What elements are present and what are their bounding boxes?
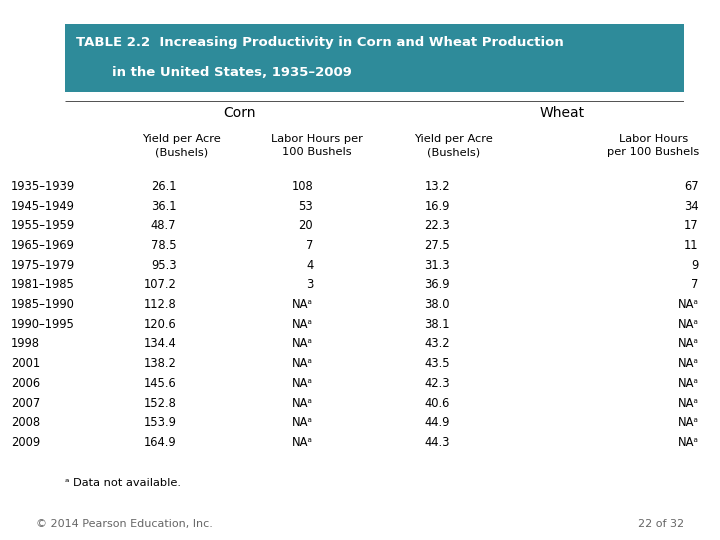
Text: 1981–1985: 1981–1985 <box>11 278 75 292</box>
Text: 38.1: 38.1 <box>425 318 450 331</box>
Text: 42.3: 42.3 <box>424 377 450 390</box>
Text: 34: 34 <box>684 199 698 213</box>
Text: 38.0: 38.0 <box>425 298 450 311</box>
Text: 16.9: 16.9 <box>425 199 450 213</box>
Text: NAᵃ: NAᵃ <box>678 298 698 311</box>
Text: 1975–1979: 1975–1979 <box>11 259 75 272</box>
Text: 67: 67 <box>684 180 698 193</box>
Text: 13.2: 13.2 <box>424 180 450 193</box>
Text: 31.3: 31.3 <box>424 259 450 272</box>
Text: 7: 7 <box>306 239 313 252</box>
Text: 134.4: 134.4 <box>144 338 176 350</box>
Text: 11: 11 <box>684 239 698 252</box>
Text: © 2014 Pearson Education, Inc.: © 2014 Pearson Education, Inc. <box>36 519 213 529</box>
Text: 2001: 2001 <box>11 357 40 370</box>
Text: 4: 4 <box>306 259 313 272</box>
Text: 36.1: 36.1 <box>151 199 176 213</box>
Text: 145.6: 145.6 <box>144 377 176 390</box>
Text: 95.3: 95.3 <box>150 259 176 272</box>
Text: 22 of 32: 22 of 32 <box>638 519 684 529</box>
Text: NAᵃ: NAᵃ <box>678 436 698 449</box>
Text: 138.2: 138.2 <box>143 357 176 370</box>
Text: 43.5: 43.5 <box>424 357 450 370</box>
Text: 40.6: 40.6 <box>425 396 450 410</box>
Text: Wheat: Wheat <box>539 106 584 120</box>
Text: 1955–1959: 1955–1959 <box>11 219 75 232</box>
Text: Labor Hours
per 100 Bushels: Labor Hours per 100 Bushels <box>607 134 700 157</box>
Text: NAᵃ: NAᵃ <box>678 318 698 331</box>
Text: 53: 53 <box>299 199 313 213</box>
Text: 20: 20 <box>299 219 313 232</box>
Text: Corn: Corn <box>223 106 256 120</box>
Text: NAᵃ: NAᵃ <box>678 377 698 390</box>
Text: 153.9: 153.9 <box>143 416 176 429</box>
Text: 1998: 1998 <box>11 338 40 350</box>
Text: NAᵃ: NAᵃ <box>292 338 313 350</box>
Text: 1985–1990: 1985–1990 <box>11 298 75 311</box>
Text: NAᵃ: NAᵃ <box>678 357 698 370</box>
Text: 26.1: 26.1 <box>151 180 176 193</box>
Text: NAᵃ: NAᵃ <box>678 338 698 350</box>
Text: 2008: 2008 <box>11 416 40 429</box>
Text: 1965–1969: 1965–1969 <box>11 239 75 252</box>
Text: 107.2: 107.2 <box>143 278 176 292</box>
Text: TABLE 2.2  Increasing Productivity in Corn and Wheat Production: TABLE 2.2 Increasing Productivity in Cor… <box>76 36 563 50</box>
Text: 22.3: 22.3 <box>424 219 450 232</box>
Text: 44.9: 44.9 <box>425 416 450 429</box>
Text: 7: 7 <box>691 278 698 292</box>
Text: 43.2: 43.2 <box>424 338 450 350</box>
Text: 78.5: 78.5 <box>150 239 176 252</box>
Text: 9: 9 <box>691 259 698 272</box>
Text: 1990–1995: 1990–1995 <box>11 318 75 331</box>
Text: 120.6: 120.6 <box>144 318 176 331</box>
Text: 1935–1939: 1935–1939 <box>11 180 75 193</box>
Text: NAᵃ: NAᵃ <box>292 436 313 449</box>
Text: in the United States, 1935–2009: in the United States, 1935–2009 <box>112 65 351 79</box>
Text: NAᵃ: NAᵃ <box>292 318 313 331</box>
Text: NAᵃ: NAᵃ <box>292 416 313 429</box>
Text: 2009: 2009 <box>11 436 40 449</box>
Text: 152.8: 152.8 <box>143 396 176 410</box>
Text: 3: 3 <box>306 278 313 292</box>
Text: 2006: 2006 <box>11 377 40 390</box>
Text: NAᵃ: NAᵃ <box>292 357 313 370</box>
Text: NAᵃ: NAᵃ <box>292 298 313 311</box>
Text: NAᵃ: NAᵃ <box>292 377 313 390</box>
Text: 2007: 2007 <box>11 396 40 410</box>
Text: 44.3: 44.3 <box>425 436 450 449</box>
Text: 1945–1949: 1945–1949 <box>11 199 75 213</box>
Text: Yield per Acre
(Bushels): Yield per Acre (Bushels) <box>143 134 221 157</box>
Text: 36.9: 36.9 <box>425 278 450 292</box>
Text: 164.9: 164.9 <box>144 436 176 449</box>
Text: NAᵃ: NAᵃ <box>292 396 313 410</box>
Text: 27.5: 27.5 <box>424 239 450 252</box>
Text: 108: 108 <box>292 180 313 193</box>
Text: Yield per Acre
(Bushels): Yield per Acre (Bushels) <box>414 134 493 157</box>
Text: Labor Hours per
100 Bushels: Labor Hours per 100 Bushels <box>271 134 363 157</box>
Text: NAᵃ: NAᵃ <box>678 416 698 429</box>
Text: 48.7: 48.7 <box>151 219 176 232</box>
Text: 112.8: 112.8 <box>144 298 176 311</box>
Text: ᵃ Data not available.: ᵃ Data not available. <box>65 478 181 489</box>
Text: 17: 17 <box>684 219 698 232</box>
Text: NAᵃ: NAᵃ <box>678 396 698 410</box>
